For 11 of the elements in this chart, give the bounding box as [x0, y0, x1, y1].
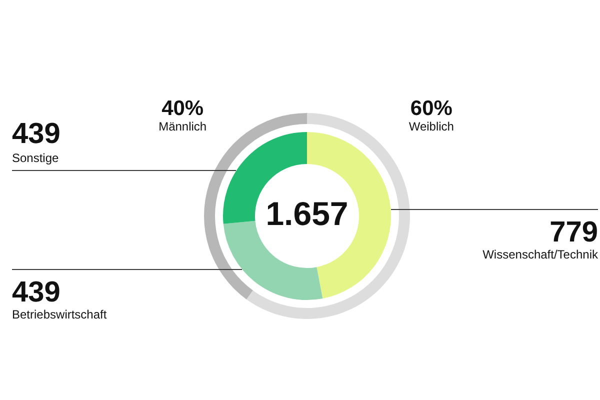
slice-label: Weiblich [408, 120, 454, 134]
data-label: 40% [162, 97, 204, 120]
slice-label: Betriebswirtschaft [12, 308, 108, 322]
data-label: 60% [410, 97, 453, 120]
text: 1.657 [266, 195, 348, 232]
slice-label: Sonstige [12, 150, 60, 165]
slice-label: Wissenschaft/Technik [482, 248, 599, 262]
data-label: 439 [12, 118, 60, 150]
data-label: 779 [550, 216, 598, 249]
data-label: 439 [12, 276, 60, 309]
slice-label: Männlich [158, 120, 207, 134]
